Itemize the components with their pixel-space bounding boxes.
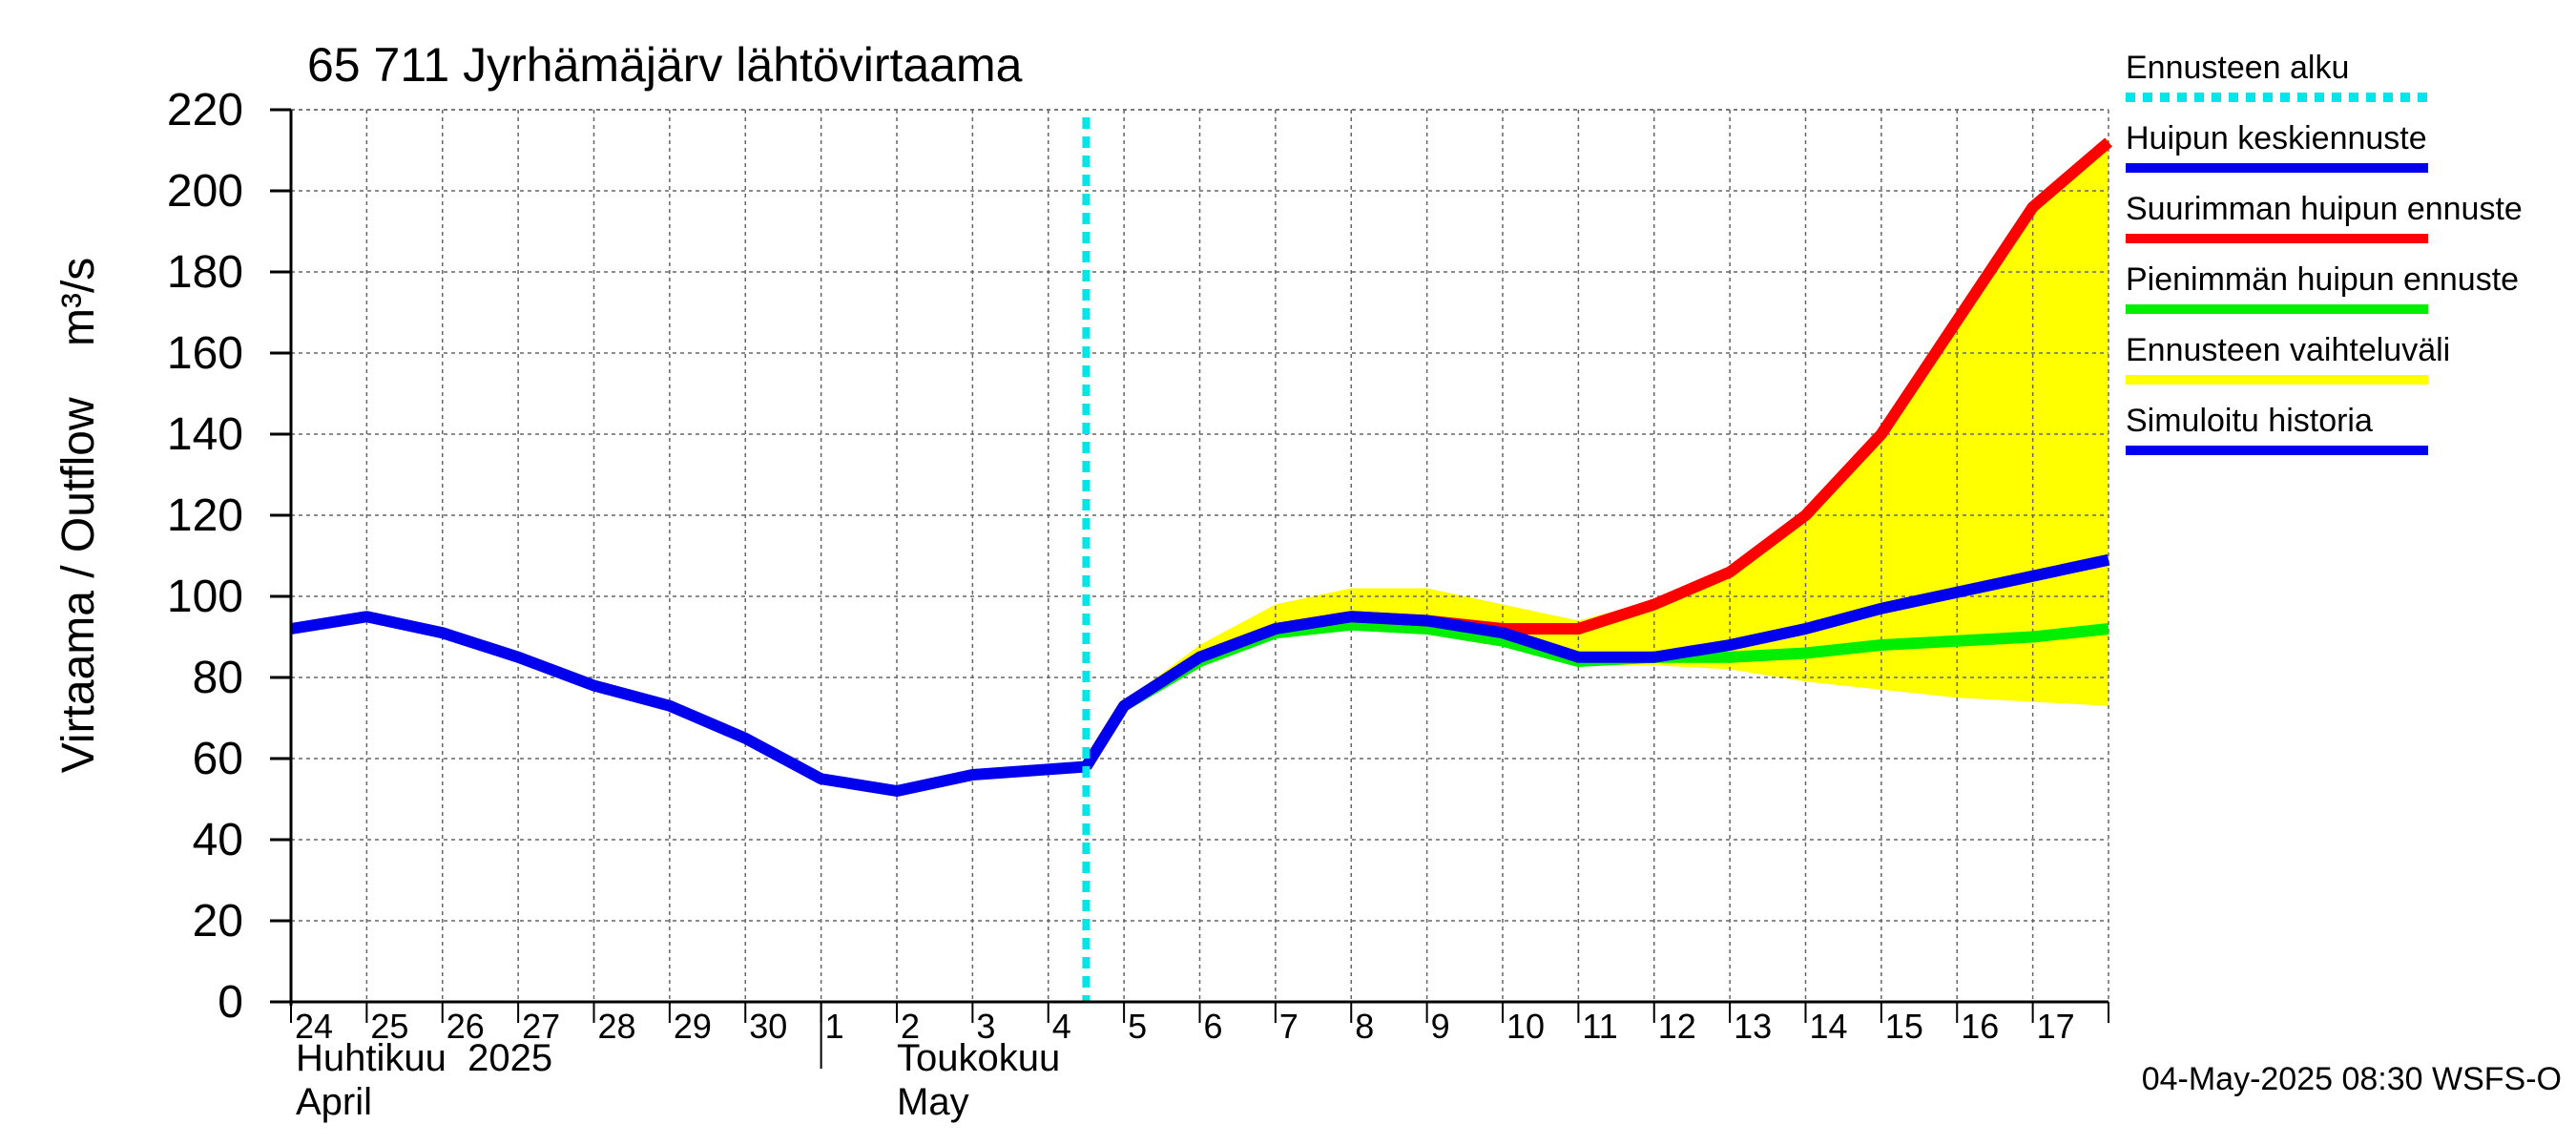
x-tick-label: 25 xyxy=(370,1007,408,1046)
x-tick-label: 10 xyxy=(1506,1007,1545,1046)
y-tick-label: 100 xyxy=(167,572,243,622)
y-tick-label: 60 xyxy=(193,734,243,784)
x-tick-label: 3 xyxy=(976,1007,995,1046)
x-tick-label: 30 xyxy=(749,1007,787,1046)
y-tick-label: 40 xyxy=(193,815,243,865)
y-tick-label: 80 xyxy=(193,653,243,703)
y-tick-label: 20 xyxy=(193,896,243,947)
month-label-fi-april: Huhtikuu 2025 xyxy=(296,1037,552,1079)
x-tick-label: 17 xyxy=(2037,1007,2075,1046)
y-tick-label: 120 xyxy=(167,490,243,541)
y-tick-label: 140 xyxy=(167,409,243,460)
x-tick-label: 2 xyxy=(901,1007,920,1046)
x-tick-label: 12 xyxy=(1658,1007,1696,1046)
legend-label: Pienimmän huipun ennuste xyxy=(2126,261,2519,298)
range-band xyxy=(1086,137,2109,767)
y-tick-label: 180 xyxy=(167,247,243,298)
legend-label: Ennusteen vaihteluväli xyxy=(2126,332,2450,368)
range-band-layer xyxy=(1086,137,2109,767)
x-tick-label: 14 xyxy=(1810,1007,1848,1046)
x-tick-label: 4 xyxy=(1052,1007,1071,1046)
y-tick-label: 220 xyxy=(167,85,243,135)
month-label-en-may: May xyxy=(897,1081,969,1123)
x-tick-label: 15 xyxy=(1885,1007,1923,1046)
x-tick-label: 27 xyxy=(522,1007,560,1046)
legend-label: Simuloitu historia xyxy=(2126,403,2373,439)
month-label-fi-may: Toukokuu xyxy=(897,1037,1060,1079)
x-tick-label: 11 xyxy=(1582,1007,1617,1046)
series-line-history xyxy=(290,611,1087,797)
x-tick-label: 29 xyxy=(674,1007,712,1046)
footer-timestamp: 04-May-2025 08:30 WSFS-O xyxy=(2142,1061,2562,1097)
x-tick-label: 28 xyxy=(598,1007,636,1046)
x-tick-label: 26 xyxy=(447,1007,485,1046)
y-axis-label: Virtaama / Outflow m³/s xyxy=(53,258,104,774)
y-tick-label: 0 xyxy=(218,977,243,1028)
y-tick-label: 200 xyxy=(167,166,243,217)
legend-label: Suurimman huipun ennuste xyxy=(2126,191,2523,227)
series-line-mean-forecast xyxy=(1081,553,2110,770)
legend-label: Ennusteen alku xyxy=(2126,50,2349,86)
x-tick-label: 5 xyxy=(1128,1007,1147,1046)
x-tick-label: 6 xyxy=(1204,1007,1223,1046)
month-label-en-april: April xyxy=(296,1081,372,1123)
legend: Ennusteen alku Huipun keskiennuste Suurimm… xyxy=(2126,50,2523,455)
legend-label: Huipun keskiennuste xyxy=(2126,120,2427,156)
x-tick-label: 8 xyxy=(1355,1007,1374,1046)
x-tick-label: 24 xyxy=(295,1007,333,1046)
grid-layer xyxy=(291,109,2109,1002)
x-tick-label: 16 xyxy=(1961,1007,1999,1046)
x-tick-label: 7 xyxy=(1279,1007,1298,1046)
x-tick-label: 13 xyxy=(1734,1007,1772,1046)
y-tick-label: 160 xyxy=(167,328,243,379)
chart-title: 65 711 Jyrhämäjärv lähtövirtaama xyxy=(307,38,1023,92)
x-tick-label: 1 xyxy=(825,1007,844,1046)
x-tick-label: 9 xyxy=(1431,1007,1450,1046)
series-layer xyxy=(290,117,2112,1002)
